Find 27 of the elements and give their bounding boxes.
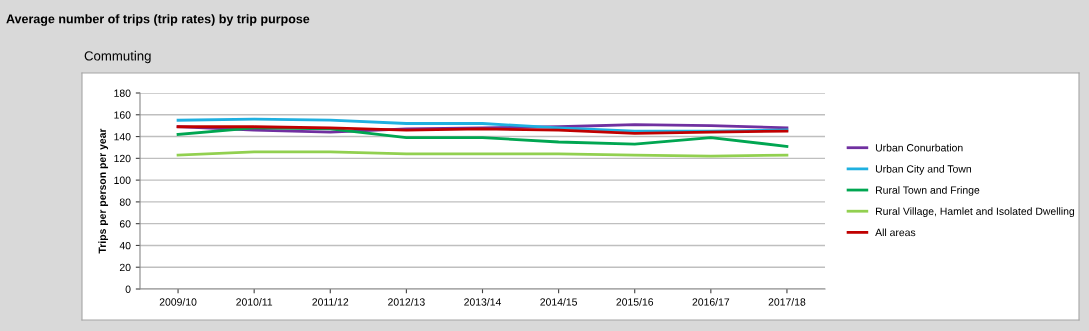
y-tick-label: 180	[114, 89, 131, 97]
x-tick-label: 2009/10	[159, 298, 197, 306]
legend-label: Rural Village, Hamlet and Isolated Dwelling	[876, 207, 1075, 218]
legend-label: Urban Conurbation	[875, 143, 963, 152]
y-tick-label: 120	[114, 154, 131, 163]
x-tick-label: 2010/11	[236, 298, 273, 306]
x-tick-label: 2012/13	[388, 298, 425, 306]
legend-label: Urban City and Town	[875, 164, 971, 175]
legend-label: Rural Town and Fringe	[876, 186, 980, 196]
chart-title: Average number of trips (trip rates) by trip purpose	[6, 14, 310, 26]
x-tick-label: 2014/15	[540, 298, 577, 306]
x-tick-label: 2017/18	[768, 298, 806, 306]
y-axis-title: Trips per person per year	[98, 128, 109, 254]
chart-subtitle: Commuting	[84, 50, 151, 64]
y-tick-label: 60	[119, 220, 131, 228]
y-tick-label: 40	[119, 241, 131, 250]
x-tick-label: 2013/14	[464, 298, 502, 306]
x-tick-label: 2011/12	[312, 298, 349, 306]
y-tick-label: 160	[114, 111, 131, 119]
y-tick-label: 100	[114, 176, 131, 184]
y-tick-label: 20	[119, 263, 131, 272]
x-tick-label: 2015/16	[616, 298, 654, 306]
y-tick-label: 0	[125, 285, 131, 293]
y-tick-label: 80	[119, 198, 131, 206]
y-tick-label: 140	[114, 133, 131, 141]
x-tick-label: 2016/17	[692, 298, 730, 306]
legend-label: All areas	[875, 228, 916, 237]
